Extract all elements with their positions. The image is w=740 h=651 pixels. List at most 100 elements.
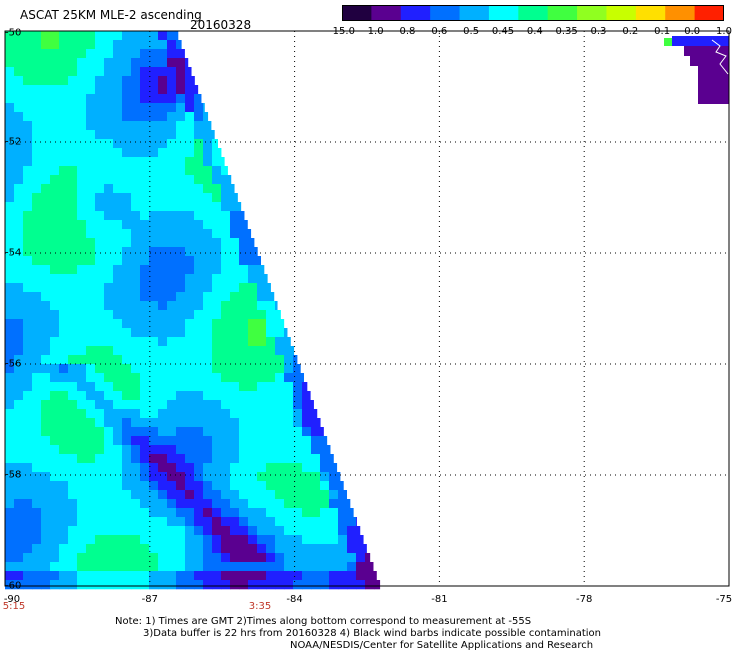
swath-cell <box>194 535 203 544</box>
swath-cell <box>113 535 122 544</box>
swath-cell <box>104 31 113 40</box>
swath-cell <box>104 211 113 220</box>
swath-cell <box>122 445 131 454</box>
swath-cell <box>185 427 194 436</box>
swath-cell <box>32 355 41 364</box>
swath-cell <box>41 256 50 265</box>
swath-cell <box>221 247 230 256</box>
swath-cell <box>230 346 239 355</box>
swath-cell <box>86 283 95 292</box>
swath-cell <box>158 238 167 247</box>
swath-cell <box>5 499 14 508</box>
swath-cell <box>257 247 258 256</box>
swath-cell <box>68 328 77 337</box>
swath-cell <box>149 148 158 157</box>
swath-cell <box>59 328 68 337</box>
swath-cell <box>239 499 248 508</box>
swath-cell <box>167 40 176 49</box>
swath-cell <box>77 130 86 139</box>
swath-cell <box>167 256 176 265</box>
swath-cell <box>5 121 14 130</box>
swath-cell <box>59 238 68 247</box>
swath-cell <box>230 544 239 553</box>
ne-swath-patch <box>664 38 672 46</box>
swath-cell <box>122 103 131 112</box>
swath-cell <box>113 283 122 292</box>
swath-cell <box>230 499 239 508</box>
swath-cell <box>122 202 131 211</box>
swath-cell <box>50 328 59 337</box>
swath-cell <box>59 94 68 103</box>
swath-cell <box>50 346 59 355</box>
swath-cell <box>185 292 194 301</box>
swath-cell <box>248 499 257 508</box>
swath-cell <box>311 409 317 418</box>
swath-cell <box>239 463 248 472</box>
swath-cell <box>167 292 176 301</box>
swath-cell <box>14 301 23 310</box>
swath-cell <box>32 436 41 445</box>
swath-cell <box>113 58 122 67</box>
swath-cell <box>158 67 167 76</box>
swath-cell <box>248 580 257 589</box>
swath-cell <box>104 355 113 364</box>
swath-cell <box>59 445 68 454</box>
swath-cell <box>248 490 257 499</box>
swath-cell <box>68 274 77 283</box>
swath-cell <box>212 391 221 400</box>
swath-cell <box>149 238 158 247</box>
swath-cell <box>149 508 158 517</box>
swath-cell <box>311 418 320 427</box>
swath-cell <box>266 346 275 355</box>
swath-cell <box>140 31 149 40</box>
swath-cell <box>14 400 23 409</box>
swath-cell <box>167 238 176 247</box>
swath-cell <box>158 76 167 85</box>
swath-cell <box>329 526 338 535</box>
swath-cell <box>41 544 50 553</box>
swath-cell <box>68 418 77 427</box>
swath-cell <box>167 328 176 337</box>
swath-cell <box>185 247 194 256</box>
swath-cell <box>77 364 86 373</box>
swath-cell <box>221 193 230 202</box>
swath-cell <box>86 364 95 373</box>
swath-cell <box>194 220 203 229</box>
swath-cell <box>338 472 340 481</box>
swath-cell <box>194 445 203 454</box>
swath-cell <box>266 553 275 562</box>
swath-cell <box>77 463 86 472</box>
swath-cell <box>122 481 131 490</box>
swath-cell <box>230 175 231 184</box>
swath-cell <box>113 427 122 436</box>
swath-cell <box>257 310 266 319</box>
swath-cell <box>41 526 50 535</box>
swath-cell <box>320 508 329 517</box>
swath-cell <box>221 229 230 238</box>
swath-cell <box>158 256 167 265</box>
swath-cell <box>221 364 230 373</box>
swath-cell <box>50 166 59 175</box>
swath-cell <box>257 472 266 481</box>
swath-cell <box>23 517 32 526</box>
swath-cell <box>302 499 311 508</box>
swath-cell <box>212 337 221 346</box>
swath-cell <box>104 427 113 436</box>
swath-cell <box>185 319 194 328</box>
swath-cell <box>104 175 113 184</box>
swath-cell <box>293 463 302 472</box>
swath-cell <box>104 76 113 85</box>
swath-cell <box>248 265 257 274</box>
swath-cell <box>32 310 41 319</box>
swath-cell <box>266 580 275 589</box>
swath-cell <box>221 445 230 454</box>
swath-cell <box>203 427 212 436</box>
swath-cell <box>59 364 68 373</box>
swath-cell <box>158 553 167 562</box>
lat-label: -54 <box>5 248 21 259</box>
swath-cell <box>23 301 32 310</box>
swath-cell <box>329 481 338 490</box>
note-line-3: NOAA/NESDIS/Center for Satellite Applica… <box>290 640 593 651</box>
swath-cell <box>23 373 32 382</box>
swath-cell <box>158 31 167 40</box>
